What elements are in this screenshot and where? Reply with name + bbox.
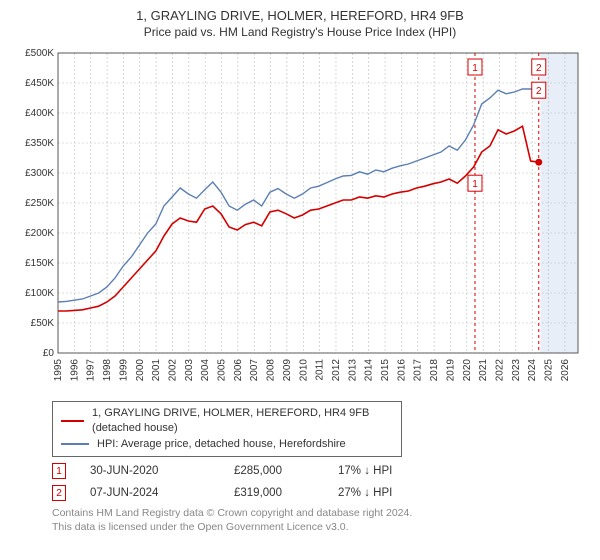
transaction-row: 1 30-JUN-2020 £285,000 17% ↓ HPI (52, 463, 588, 479)
svg-text:2011: 2011 (315, 358, 326, 380)
svg-text:2000: 2000 (135, 358, 146, 381)
svg-text:1: 1 (472, 63, 478, 74)
svg-text:1995: 1995 (53, 358, 64, 381)
svg-text:2013: 2013 (347, 358, 358, 381)
legend-swatch (61, 420, 84, 422)
svg-text:2018: 2018 (429, 358, 440, 381)
transaction-price: £319,000 (234, 487, 314, 499)
transaction-list: 1 30-JUN-2020 £285,000 17% ↓ HPI 2 07-JU… (52, 463, 588, 501)
svg-text:£200K: £200K (25, 228, 54, 239)
footer-line: Contains HM Land Registry data © Crown c… (52, 507, 588, 521)
svg-text:2006: 2006 (233, 358, 244, 381)
svg-text:£50K: £50K (31, 318, 55, 329)
svg-text:2022: 2022 (495, 358, 506, 381)
svg-text:2015: 2015 (380, 358, 391, 381)
svg-text:2010: 2010 (298, 358, 309, 381)
svg-text:£400K: £400K (25, 108, 54, 119)
svg-text:2: 2 (536, 86, 542, 97)
transaction-marker: 2 (52, 485, 66, 501)
svg-text:2017: 2017 (413, 358, 424, 381)
svg-text:2001: 2001 (151, 358, 162, 381)
svg-text:2024: 2024 (527, 358, 538, 381)
transaction-pct: 27% ↓ HPI (338, 487, 448, 499)
legend-label: HPI: Average price, detached house, Here… (97, 437, 346, 452)
svg-text:1999: 1999 (118, 358, 129, 381)
svg-text:1997: 1997 (86, 358, 97, 381)
price-chart: £0 £50K £100K £150K £200K £250K £300K £350K £400… (12, 45, 588, 395)
svg-text:2009: 2009 (282, 358, 293, 381)
legend-item: HPI: Average price, detached house, Here… (61, 437, 393, 452)
svg-text:2016: 2016 (396, 358, 407, 381)
page-subtitle: Price paid vs. HM Land Registry's House … (12, 25, 588, 39)
svg-text:£250K: £250K (25, 198, 54, 209)
svg-text:2020: 2020 (462, 358, 473, 381)
legend: 1, GRAYLING DRIVE, HOLMER, HEREFORD, HR4… (52, 401, 402, 457)
svg-text:£300K: £300K (25, 168, 54, 179)
svg-text:1996: 1996 (69, 358, 80, 381)
transaction-price: £285,000 (234, 465, 314, 477)
transaction-marker: 1 (52, 463, 66, 479)
svg-text:£0: £0 (43, 348, 55, 359)
svg-text:2005: 2005 (217, 358, 228, 381)
svg-text:2025: 2025 (544, 358, 555, 381)
svg-text:2008: 2008 (266, 358, 277, 381)
footer-attribution: Contains HM Land Registry data © Crown c… (52, 507, 588, 534)
svg-text:£150K: £150K (25, 258, 54, 269)
svg-text:2003: 2003 (184, 358, 195, 381)
svg-text:2004: 2004 (200, 358, 211, 381)
transaction-date: 07-JUN-2024 (90, 487, 210, 499)
footer-line: This data is licensed under the Open Gov… (52, 521, 588, 535)
svg-text:£100K: £100K (25, 288, 54, 299)
svg-text:2: 2 (536, 63, 542, 74)
legend-item: 1, GRAYLING DRIVE, HOLMER, HEREFORD, HR4… (61, 406, 393, 437)
legend-swatch (61, 443, 89, 445)
svg-text:1: 1 (472, 179, 478, 190)
svg-text:2021: 2021 (478, 358, 489, 381)
svg-text:2014: 2014 (364, 358, 375, 381)
page-title: 1, GRAYLING DRIVE, HOLMER, HEREFORD, HR4… (12, 8, 588, 25)
svg-text:2002: 2002 (167, 358, 178, 381)
svg-text:2026: 2026 (560, 358, 571, 381)
transaction-date: 30-JUN-2020 (90, 465, 210, 477)
transaction-pct: 17% ↓ HPI (338, 465, 448, 477)
svg-text:£500K: £500K (25, 48, 54, 59)
svg-text:£350K: £350K (25, 138, 54, 149)
transaction-row: 2 07-JUN-2024 £319,000 27% ↓ HPI (52, 485, 588, 501)
svg-text:1998: 1998 (102, 358, 113, 381)
svg-text:2019: 2019 (445, 358, 456, 381)
svg-text:2007: 2007 (249, 358, 260, 381)
legend-label: 1, GRAYLING DRIVE, HOLMER, HEREFORD, HR4… (92, 406, 393, 437)
svg-text:2023: 2023 (511, 358, 522, 381)
svg-text:2012: 2012 (331, 358, 342, 381)
svg-text:£450K: £450K (25, 78, 54, 89)
